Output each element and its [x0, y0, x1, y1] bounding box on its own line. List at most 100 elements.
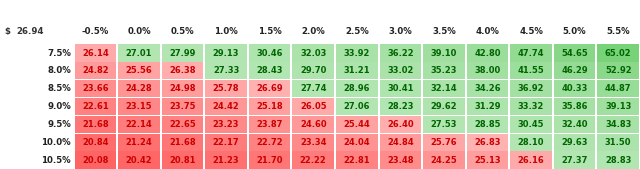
- Bar: [467, 62, 508, 79]
- Bar: [162, 134, 204, 151]
- Text: 23.66: 23.66: [82, 84, 109, 93]
- Text: 52.92: 52.92: [605, 66, 632, 75]
- Bar: [292, 151, 334, 169]
- Bar: [162, 62, 204, 79]
- Text: 4.5%: 4.5%: [519, 27, 543, 36]
- Bar: [554, 98, 595, 115]
- Bar: [554, 151, 595, 169]
- Text: 23.87: 23.87: [257, 120, 283, 129]
- Bar: [597, 98, 639, 115]
- Bar: [249, 134, 291, 151]
- Bar: [249, 116, 291, 133]
- Bar: [74, 134, 116, 151]
- Text: 26.40: 26.40: [387, 120, 413, 129]
- Text: 24.98: 24.98: [169, 84, 196, 93]
- Text: 22.65: 22.65: [169, 120, 196, 129]
- Bar: [554, 80, 595, 97]
- Text: 26.38: 26.38: [169, 66, 196, 75]
- Text: 20.81: 20.81: [169, 156, 196, 165]
- Text: 0.5%: 0.5%: [171, 27, 195, 36]
- Text: 23.48: 23.48: [387, 156, 413, 165]
- Text: 54.65: 54.65: [561, 49, 588, 57]
- Text: 24.42: 24.42: [212, 102, 239, 111]
- Bar: [510, 62, 552, 79]
- Bar: [118, 134, 160, 151]
- Bar: [336, 80, 378, 97]
- Text: 65.02: 65.02: [605, 49, 632, 57]
- Text: 27.99: 27.99: [170, 49, 196, 57]
- Text: 26.94: 26.94: [17, 27, 44, 36]
- Text: 10.0%: 10.0%: [42, 138, 71, 147]
- Bar: [205, 134, 247, 151]
- Bar: [554, 116, 595, 133]
- Bar: [510, 80, 552, 97]
- Text: 30.46: 30.46: [257, 49, 283, 57]
- Bar: [380, 44, 421, 62]
- Bar: [510, 98, 552, 115]
- Text: 31.29: 31.29: [474, 102, 500, 111]
- Bar: [205, 116, 247, 133]
- Text: 32.14: 32.14: [431, 84, 457, 93]
- Bar: [510, 44, 552, 62]
- Text: 39.13: 39.13: [605, 102, 632, 111]
- Text: 2.0%: 2.0%: [301, 27, 325, 36]
- Text: 27.33: 27.33: [213, 66, 239, 75]
- Bar: [467, 134, 508, 151]
- Text: 40.33: 40.33: [561, 84, 588, 93]
- Bar: [336, 98, 378, 115]
- Bar: [118, 62, 160, 79]
- Text: 22.14: 22.14: [125, 120, 152, 129]
- Bar: [467, 44, 508, 62]
- Bar: [162, 98, 204, 115]
- Text: 8.5%: 8.5%: [47, 84, 71, 93]
- Text: 8.0%: 8.0%: [47, 66, 71, 75]
- Text: 26.69: 26.69: [257, 84, 283, 93]
- Bar: [554, 62, 595, 79]
- Bar: [162, 44, 204, 62]
- Text: $: $: [4, 27, 11, 36]
- Bar: [249, 98, 291, 115]
- Text: 5.5%: 5.5%: [607, 27, 630, 36]
- Bar: [118, 98, 160, 115]
- Bar: [597, 134, 639, 151]
- Bar: [336, 44, 378, 62]
- Bar: [467, 80, 508, 97]
- Text: 41.55: 41.55: [518, 66, 545, 75]
- Bar: [118, 80, 160, 97]
- Bar: [380, 134, 421, 151]
- Text: 36.92: 36.92: [518, 84, 545, 93]
- Text: Required Return and Terminal Growth Combination: Required Return and Terminal Growth Comb…: [4, 5, 305, 15]
- Text: 26.83: 26.83: [474, 138, 500, 147]
- Bar: [292, 44, 334, 62]
- Text: 24.82: 24.82: [82, 66, 109, 75]
- Text: 32.03: 32.03: [300, 49, 326, 57]
- Text: 36.22: 36.22: [387, 49, 413, 57]
- Bar: [336, 116, 378, 133]
- Bar: [292, 98, 334, 115]
- Text: 9.5%: 9.5%: [47, 120, 71, 129]
- Bar: [162, 116, 204, 133]
- Bar: [292, 116, 334, 133]
- Text: 27.74: 27.74: [300, 84, 326, 93]
- Text: 20.84: 20.84: [82, 138, 109, 147]
- Text: 5.0%: 5.0%: [563, 27, 586, 36]
- Text: 28.43: 28.43: [257, 66, 283, 75]
- Text: 34.83: 34.83: [605, 120, 632, 129]
- Text: 25.78: 25.78: [213, 84, 239, 93]
- Text: 32.40: 32.40: [561, 120, 588, 129]
- Bar: [249, 80, 291, 97]
- Text: 1.0%: 1.0%: [214, 27, 238, 36]
- Text: 31.21: 31.21: [344, 66, 370, 75]
- Text: 23.34: 23.34: [300, 138, 326, 147]
- Bar: [249, 62, 291, 79]
- Text: 27.53: 27.53: [431, 120, 457, 129]
- Text: 27.01: 27.01: [125, 49, 152, 57]
- Text: 20.08: 20.08: [82, 156, 109, 165]
- Text: 1.5%: 1.5%: [258, 27, 282, 36]
- Bar: [423, 98, 465, 115]
- Bar: [597, 116, 639, 133]
- Text: 4.0%: 4.0%: [476, 27, 499, 36]
- Bar: [292, 62, 334, 79]
- Bar: [249, 151, 291, 169]
- Text: 28.85: 28.85: [474, 120, 500, 129]
